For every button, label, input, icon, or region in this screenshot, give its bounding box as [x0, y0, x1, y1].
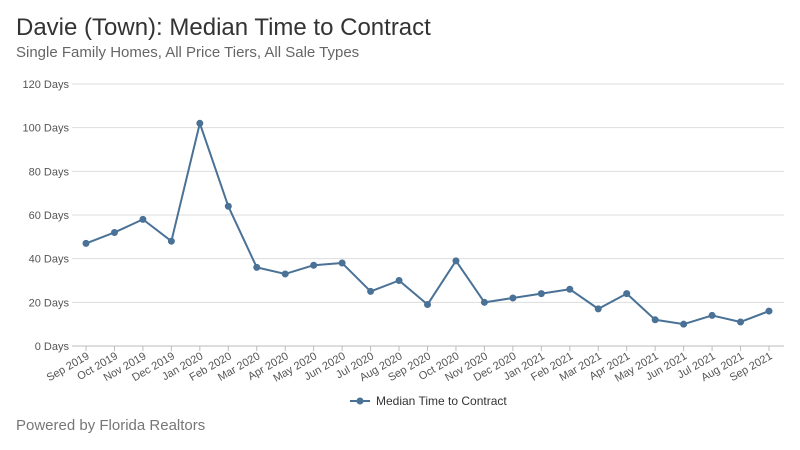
y-axis-ticks: 0 Days 20 Days 40 Days 60 Days 80 Days 100 Da… [23, 79, 70, 353]
y-tick-label: 100 Days [23, 123, 70, 135]
data-point[interactable] [537, 290, 545, 298]
data-point[interactable] [509, 294, 517, 302]
y-tick-label: 40 Days [29, 254, 70, 266]
data-point[interactable] [424, 301, 431, 309]
data-point[interactable] [594, 305, 602, 313]
data-point[interactable] [196, 119, 204, 127]
data-point[interactable] [395, 277, 403, 284]
data-point[interactable] [452, 257, 460, 265]
series-median-time-to-contract [82, 119, 773, 328]
data-point[interactable] [167, 237, 175, 245]
data-point[interactable] [367, 287, 375, 295]
legend-label[interactable]: Median Time to Contract [376, 394, 507, 408]
data-point[interactable] [310, 261, 318, 269]
data-point[interactable] [82, 239, 90, 247]
data-point[interactable] [224, 202, 232, 210]
y-tick-label: 60 Days [29, 210, 70, 222]
data-point[interactable] [708, 311, 716, 319]
data-point[interactable] [338, 259, 346, 267]
legend-marker [356, 397, 364, 405]
data-point[interactable] [651, 316, 659, 324]
chart-title: Davie (Town): Median Time to Contract [16, 14, 431, 41]
legend[interactable]: Median Time to Contract [350, 394, 507, 408]
y-tick-label: 20 Days [29, 297, 70, 309]
data-point[interactable] [737, 318, 745, 326]
data-point[interactable] [139, 215, 147, 223]
data-point[interactable] [765, 307, 773, 315]
data-point[interactable] [566, 285, 574, 293]
series-line [85, 122, 770, 326]
footer-credit: Powered by Florida Realtors [16, 417, 206, 434]
data-point[interactable] [253, 263, 261, 271]
chart-subtitle: Single Family Homes, All Price Tiers, Al… [16, 44, 360, 61]
y-tick-label: 80 Days [29, 166, 70, 178]
data-point[interactable] [480, 298, 488, 306]
data-point[interactable] [623, 290, 631, 298]
data-point[interactable] [680, 320, 688, 328]
y-tick-label: 0 Days [35, 341, 70, 353]
data-point[interactable] [281, 270, 289, 278]
y-tick-label: 120 Days [23, 79, 70, 91]
data-point[interactable] [110, 228, 118, 236]
